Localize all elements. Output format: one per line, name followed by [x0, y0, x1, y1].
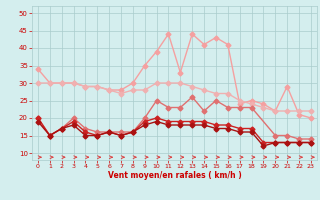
X-axis label: Vent moyen/en rafales ( km/h ): Vent moyen/en rafales ( km/h ): [108, 171, 241, 180]
